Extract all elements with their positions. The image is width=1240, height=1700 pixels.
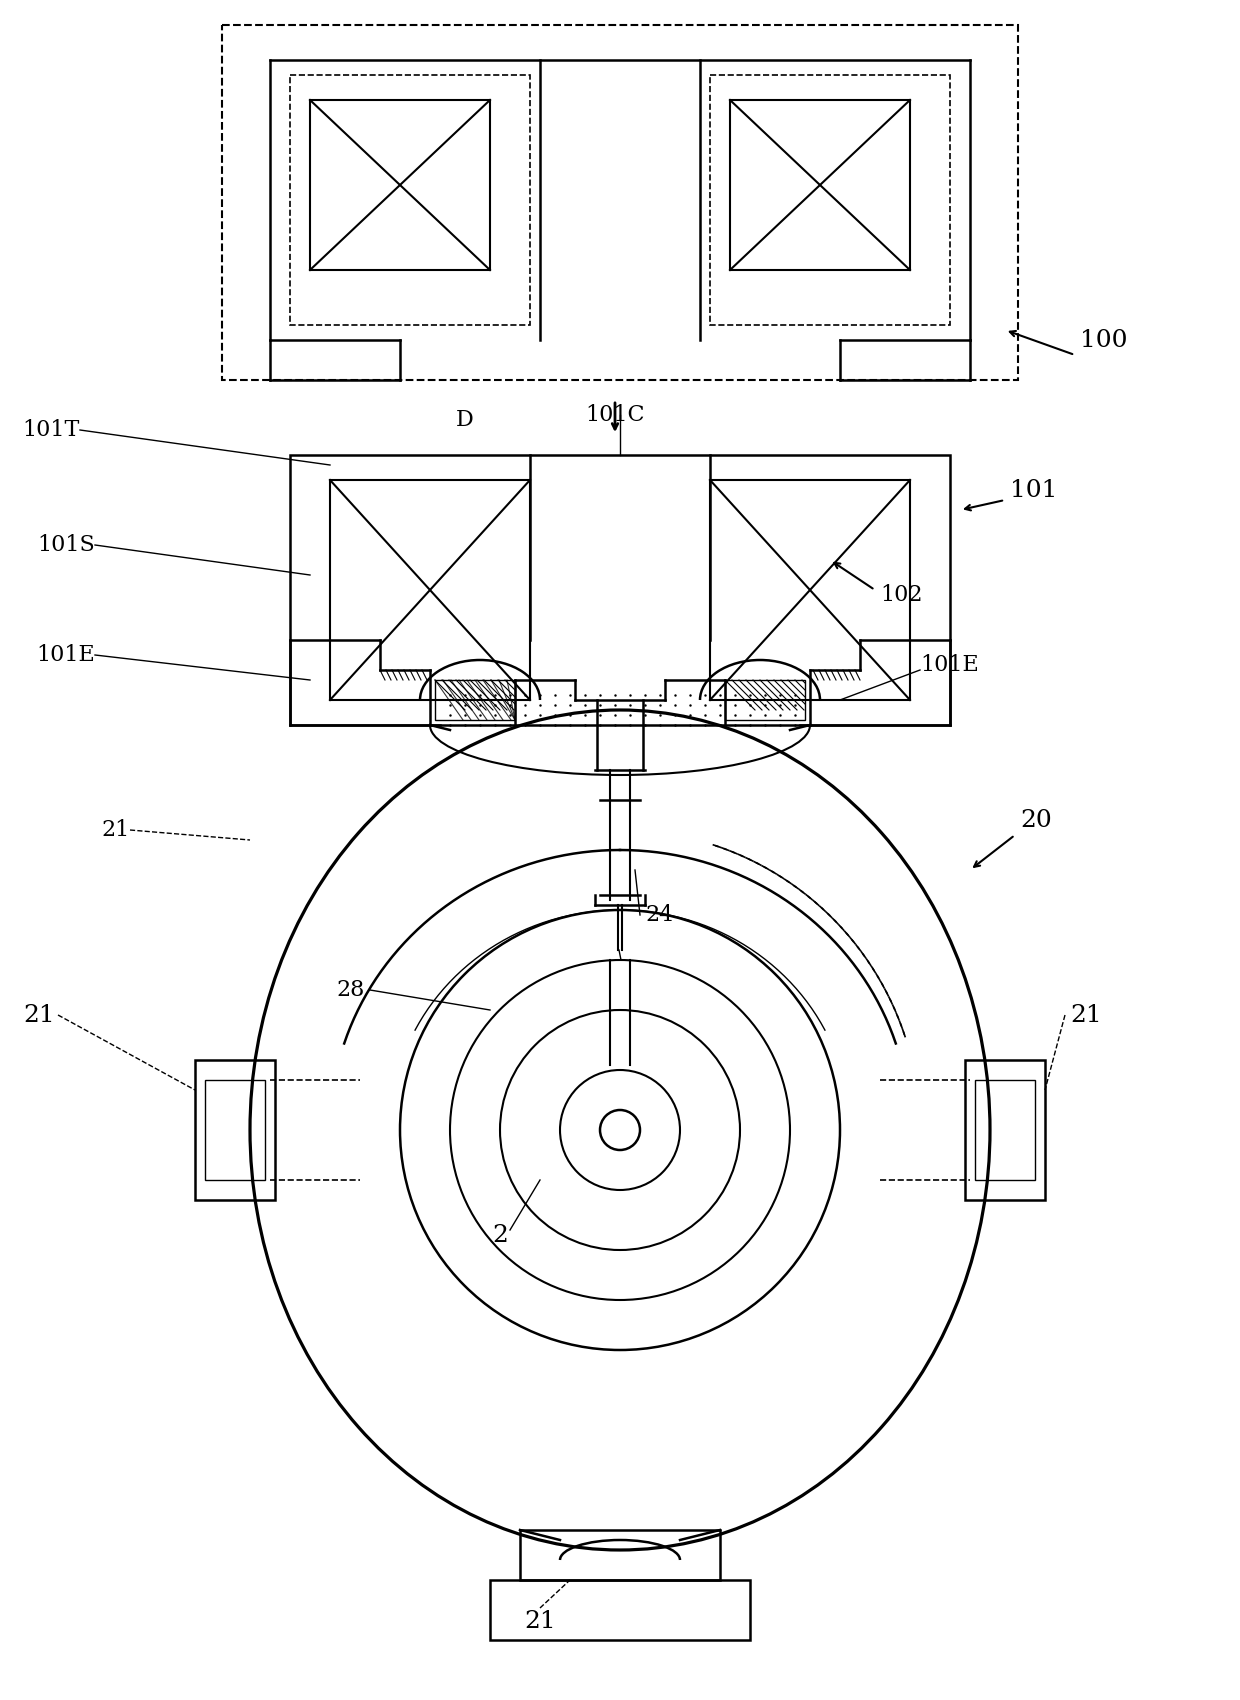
Bar [290, 456, 950, 724]
Bar [435, 680, 515, 721]
Bar [290, 75, 529, 325]
Text: 101E: 101E [36, 644, 95, 666]
Bar [205, 1080, 265, 1180]
Text: 21: 21 [24, 1003, 55, 1027]
Text: 20: 20 [1021, 809, 1052, 831]
Bar [490, 1579, 750, 1640]
Text: 101T: 101T [22, 418, 81, 440]
Text: D: D [456, 410, 474, 432]
Bar [222, 26, 1018, 381]
Text: 21: 21 [525, 1610, 556, 1634]
Bar [725, 680, 805, 721]
Bar [195, 1061, 275, 1200]
Text: 101E: 101E [920, 654, 978, 677]
Text: 101C: 101C [585, 405, 645, 427]
Bar [711, 75, 950, 325]
Bar [975, 1080, 1035, 1180]
Bar [520, 1530, 720, 1579]
Text: 21: 21 [102, 819, 130, 842]
Bar [310, 100, 490, 270]
Text: 101: 101 [1011, 478, 1058, 502]
Text: 101S: 101S [37, 534, 95, 556]
Text: 28: 28 [336, 979, 365, 1001]
Text: 100: 100 [1080, 328, 1127, 352]
Bar [730, 100, 910, 270]
Text: 102: 102 [880, 585, 923, 605]
Text: 24: 24 [645, 904, 673, 927]
Text: 21: 21 [1070, 1003, 1101, 1027]
Bar [330, 479, 529, 700]
Bar [965, 1061, 1045, 1200]
Text: 2: 2 [492, 1224, 508, 1246]
Bar [711, 479, 910, 700]
